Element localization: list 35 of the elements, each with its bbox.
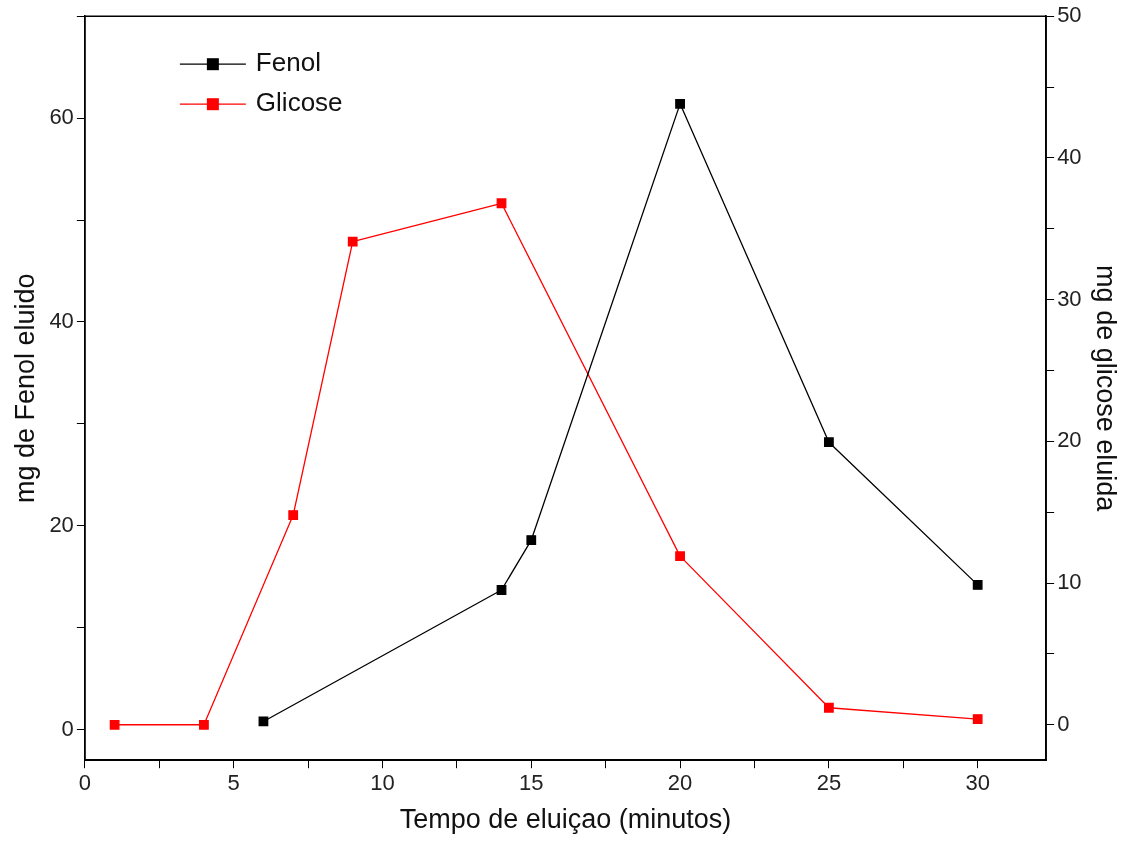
y2-tick-label: 20 [1057, 427, 1082, 453]
point [675, 551, 685, 562]
point [823, 437, 834, 448]
y2-axis-title: mg de glicose eluida [1091, 265, 1122, 513]
point [347, 236, 358, 247]
y-tick-label: 60 [49, 104, 74, 130]
x-tick-label: 15 [519, 770, 544, 796]
x-tick-label: 20 [667, 770, 693, 796]
point [675, 98, 685, 109]
point [199, 719, 209, 730]
x-tick-label: 30 [965, 770, 990, 796]
point [972, 580, 983, 590]
point [496, 198, 507, 209]
y2-tick-label: 40 [1057, 143, 1082, 169]
point [496, 585, 507, 595]
x-tick-label: 0 [78, 770, 91, 796]
point [972, 714, 983, 724]
y2-tick-label: 10 [1057, 569, 1082, 595]
x-tick-label: 5 [227, 770, 240, 796]
point [526, 535, 537, 545]
y-tick-label: 20 [49, 511, 74, 537]
y-tick-label: 0 [61, 715, 74, 741]
legend-label: Fenol [255, 47, 321, 78]
point [109, 719, 120, 730]
point [288, 510, 299, 520]
x-tick-label: 25 [816, 770, 842, 796]
x-tick-label: 10 [370, 770, 395, 796]
legend-label: Glicose [255, 87, 343, 118]
point [823, 702, 834, 713]
y-tick-label: 40 [49, 308, 74, 334]
y-axis-title: mg de Fenol eluido [9, 273, 40, 504]
x-axis-title: Tempo de eluiçao (minutos) [399, 804, 732, 835]
y2-tick-label: 0 [1057, 710, 1070, 736]
y2-tick-label: 30 [1057, 285, 1082, 311]
y2-tick-label: 50 [1057, 2, 1082, 28]
